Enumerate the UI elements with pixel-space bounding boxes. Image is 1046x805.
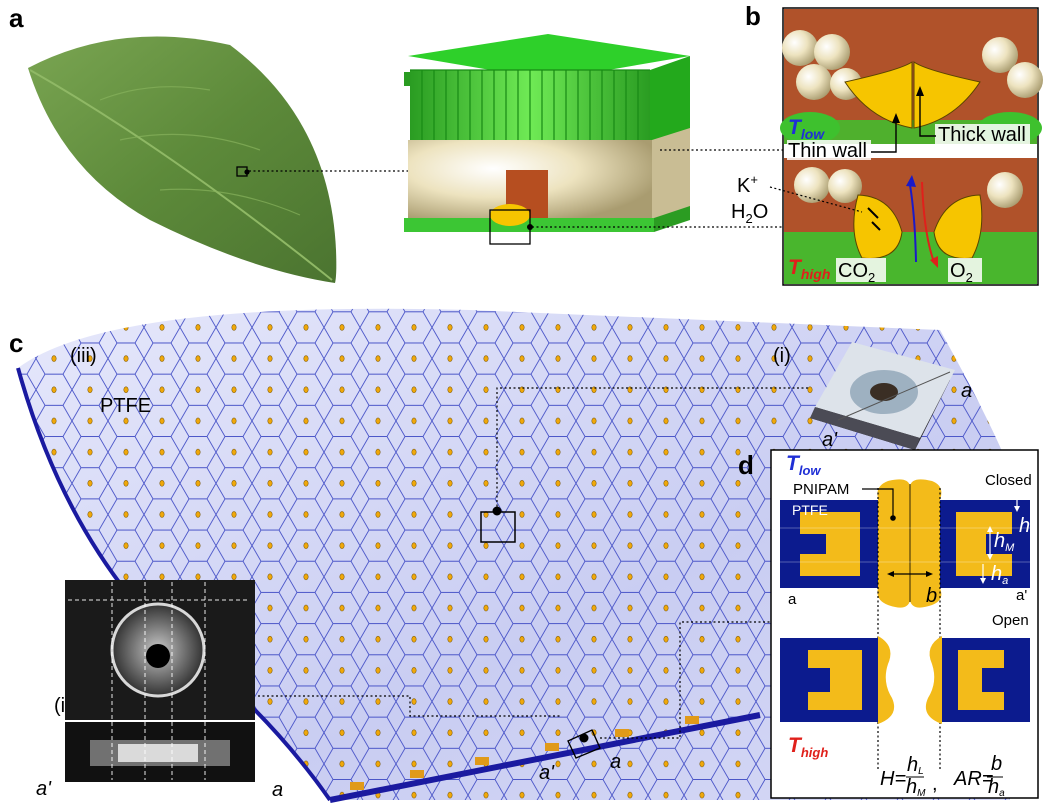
b-gap-label: b bbox=[926, 585, 937, 607]
inset-i-a-prime: a' bbox=[822, 429, 838, 451]
panel-label-a: a bbox=[9, 3, 24, 33]
pore-to-i-line bbox=[496, 387, 808, 511]
palisade-cells bbox=[410, 56, 690, 143]
b-t-low: Tlow bbox=[788, 116, 825, 142]
co2-label: CO2 bbox=[838, 260, 875, 285]
leaf-zoom-dot bbox=[244, 169, 250, 175]
ptfe-membrane-label: PTFE bbox=[100, 395, 151, 417]
thin-wall-label: Thin wall bbox=[788, 140, 867, 162]
eq-ar-lhs: AR= bbox=[953, 768, 993, 790]
panel-label-b: b bbox=[745, 1, 761, 31]
d-t-high: Thigh bbox=[788, 734, 828, 760]
inset-i-pore-model bbox=[810, 342, 955, 450]
ratio-equations: H= hL hM , AR= b ha bbox=[880, 753, 1005, 799]
b-t-high: Thigh bbox=[788, 256, 830, 282]
membrane-front-edge bbox=[329, 712, 761, 803]
potassium-label: K+ bbox=[737, 172, 758, 197]
panel-b-bottom-illustration bbox=[784, 158, 1037, 284]
d-a-right: a' bbox=[1016, 587, 1027, 604]
eq-h-numerator: hL bbox=[907, 754, 924, 777]
d-a-left: a bbox=[788, 591, 797, 608]
thick-wall-label: Thick wall bbox=[938, 124, 1026, 146]
ha-label: ha bbox=[991, 563, 1008, 587]
inset-ii-a-prime: a' bbox=[36, 778, 52, 800]
water-label: H2O bbox=[731, 201, 768, 226]
cross-section-dot bbox=[579, 733, 589, 743]
inset-ii-microscopy bbox=[65, 580, 255, 782]
guard-cell-model bbox=[490, 204, 530, 226]
panel-label-d: d bbox=[738, 450, 754, 480]
ptfe-layer-label: PTFE bbox=[792, 502, 828, 518]
pnipam-label: PNIPAM bbox=[793, 481, 849, 498]
spongy-cells bbox=[408, 128, 690, 222]
eq-comma: , bbox=[932, 773, 938, 795]
hl-label: hL bbox=[1019, 515, 1037, 539]
d-t-low: Tlow bbox=[786, 452, 821, 478]
eq-ar-numerator: b bbox=[991, 753, 1002, 775]
eq-h-denominator: hM bbox=[906, 776, 926, 799]
panel-b-top-illustration bbox=[780, 9, 1043, 144]
thick-wall-leader bbox=[919, 94, 936, 137]
inset-i-a: a bbox=[961, 380, 972, 402]
open-label: Open bbox=[992, 612, 1029, 629]
eq-ar-denominator: ha bbox=[988, 776, 1005, 799]
cross-a: a bbox=[610, 751, 621, 773]
leaf-photo bbox=[28, 36, 337, 283]
cross-a-prime: a' bbox=[539, 762, 555, 784]
eq-h-lhs: H= bbox=[880, 768, 906, 790]
thin-wall-leader bbox=[871, 121, 897, 153]
closed-label: Closed bbox=[985, 472, 1032, 489]
label-iii: (iii) bbox=[70, 345, 97, 367]
hm-label: hM bbox=[994, 530, 1015, 554]
leaf-tissue-block bbox=[404, 34, 690, 245]
o2-label: O2 bbox=[950, 260, 973, 285]
label-i: (i) bbox=[773, 345, 791, 367]
sheet-to-ii-line bbox=[258, 695, 560, 717]
stomata-zoom-dot bbox=[527, 224, 533, 230]
inset-ii-a: a bbox=[272, 779, 283, 801]
pnipam-leader bbox=[862, 488, 894, 518]
open-pore-cross-section bbox=[780, 636, 1030, 724]
panel-label-c: c bbox=[9, 328, 23, 358]
